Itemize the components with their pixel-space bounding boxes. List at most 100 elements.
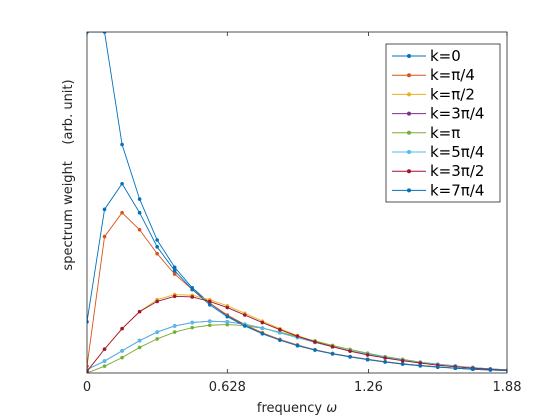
data-point: [225, 314, 230, 319]
data-point: [120, 349, 124, 353]
data-point: [330, 344, 335, 349]
series-8: [87, 181, 507, 373]
data-point: [418, 364, 423, 368]
legend-swatch-marker: [407, 92, 411, 97]
data-point: [87, 369, 89, 373]
data-point: [278, 330, 282, 335]
tick-layer: 0 0.628 1.26 1.88: [83, 32, 522, 395]
data-point: [383, 360, 387, 364]
data-point: [120, 181, 124, 186]
data-point: [87, 320, 89, 324]
data-point: [155, 245, 159, 249]
data-point: [102, 234, 107, 239]
data-point: [172, 324, 177, 328]
data-point: [313, 348, 317, 352]
legend-swatch-marker: [407, 188, 411, 193]
x-tick-label: 0.628: [209, 380, 246, 395]
data-point: [365, 353, 370, 357]
data-point: [172, 294, 177, 299]
data-point: [453, 366, 458, 371]
legend-entry: k=π/2: [392, 85, 475, 103]
data-point: [243, 313, 247, 317]
data-point: [102, 364, 107, 368]
data-point: [243, 324, 247, 328]
data-point: [137, 197, 142, 201]
data-point: [348, 349, 352, 353]
legend-entry: k=0: [392, 47, 461, 65]
data-point: [260, 320, 265, 325]
data-point: [400, 362, 405, 366]
data-point: [190, 295, 195, 299]
data-point: [225, 305, 230, 310]
data-point: [260, 331, 265, 336]
legend-label: k=π/2: [430, 85, 475, 103]
data-point: [190, 325, 195, 330]
data-point: [190, 287, 195, 292]
data-point: [155, 238, 159, 242]
data-point: [278, 327, 282, 332]
legend-label: k=π/4: [430, 66, 475, 84]
data-point: [137, 338, 142, 343]
data-point: [190, 320, 195, 325]
data-point: [102, 347, 107, 351]
legend-swatch-marker: [407, 73, 411, 78]
data-point: [225, 320, 230, 324]
data-point: [120, 142, 124, 147]
data-point: [172, 330, 177, 334]
data-point: [137, 227, 142, 232]
legend-swatch-marker: [407, 54, 411, 58]
x-tick-label: 0: [83, 380, 91, 395]
legend-label: k=π: [430, 124, 460, 142]
legend: k=0k=π/4k=π/2 k=3π/4k=πk=5π/4k=3π/2k=7π/4: [385, 43, 501, 203]
legend-entry: k=5π/4: [392, 143, 484, 161]
data-point: [207, 303, 212, 307]
data-point: [295, 343, 300, 348]
legend-label: k=3π/4: [430, 105, 484, 123]
data-point: [295, 334, 300, 338]
data-point: [172, 265, 177, 270]
legend-swatch-marker: [407, 150, 411, 154]
legend-swatch-marker: [407, 111, 411, 116]
data-point: [278, 338, 282, 343]
data-point: [137, 345, 142, 350]
data-point: [383, 356, 387, 360]
legend-swatch-marker: [407, 130, 411, 135]
series-7: [87, 294, 507, 373]
y-axis-label: spectrum weight (arb. unit): [61, 79, 76, 270]
data-point: [435, 365, 440, 370]
data-point: [348, 355, 352, 359]
data-point: [207, 323, 212, 328]
legend-label: k=5π/4: [430, 143, 484, 161]
data-point: [330, 352, 335, 356]
data-point: [87, 364, 89, 368]
legend-label: k=7π/4: [430, 181, 484, 199]
data-point: [87, 32, 89, 34]
data-point: [172, 272, 177, 276]
legend-entry: k=7π/4: [392, 181, 484, 199]
data-point: [137, 210, 142, 215]
data-point: [225, 322, 230, 327]
legend-entry: k=3π/4: [392, 105, 484, 123]
data-point: [471, 367, 475, 372]
x-tick-label: 1.88: [493, 380, 522, 395]
legend-label: k=3π/2: [430, 162, 484, 180]
data-point: [102, 32, 107, 34]
data-point: [102, 359, 107, 363]
legend-label: k=0: [430, 47, 461, 65]
data-point: [120, 326, 124, 331]
data-point: [102, 207, 107, 212]
data-point: [207, 319, 212, 323]
data-point: [120, 355, 124, 360]
data-point: [418, 361, 423, 365]
data-point: [365, 357, 370, 362]
x-axis-label: frequency ω: [257, 401, 337, 416]
data-point: [155, 337, 159, 341]
data-point: [400, 358, 405, 363]
data-point: [155, 251, 159, 256]
legend-swatch-marker: [407, 169, 411, 174]
x-tick-label: 1.26: [354, 380, 383, 395]
data-point: [155, 299, 159, 304]
data-point: [172, 268, 177, 273]
data-point: [207, 299, 212, 304]
